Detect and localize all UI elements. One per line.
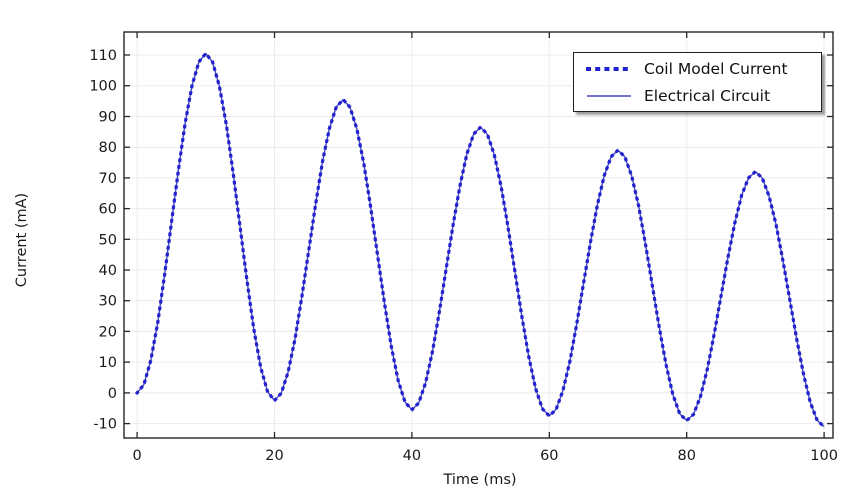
x-tick-label: 80: [677, 448, 695, 464]
y-tick-label: 110: [89, 48, 117, 64]
x-tick-label: 100: [810, 448, 838, 464]
x-axis-title: Time (ms): [442, 472, 516, 488]
legend: Coil Model Current Electrical Circuit: [573, 52, 822, 112]
legend-label-coil-model-current: Coil Model Current: [644, 59, 788, 78]
y-tick-label: 20: [99, 324, 117, 340]
legend-label-electrical-circuit: Electrical Circuit: [644, 86, 771, 105]
y-tick-label: 50: [99, 232, 117, 248]
y-tick-label: 30: [99, 294, 117, 310]
x-tick-label: 0: [132, 448, 141, 464]
gridlines: [124, 32, 833, 438]
y-axis-title: Current (mA): [14, 193, 30, 287]
legend-entry-coil-model-current: Coil Model Current: [574, 55, 821, 82]
y-tick-label: 100: [89, 79, 117, 95]
y-tick-label: 80: [99, 140, 117, 156]
axis-tick-labels: 0 20 40 60 80 100 -10 0 10 20 30 40 50 60 70 80 90 100 110: [89, 48, 838, 464]
series-coil-model-current: [134, 51, 827, 429]
legend-entry-electrical-circuit: Electrical Circuit: [574, 82, 821, 109]
axis-ticks: [124, 32, 833, 438]
series-lines: [134, 51, 827, 429]
x-tick-label: 40: [403, 448, 421, 464]
plot-frame: [123, 31, 834, 439]
y-tick-label: 10: [99, 355, 117, 371]
y-tick-label: 70: [99, 171, 117, 187]
y-tick-label: 40: [99, 263, 117, 279]
y-tick-label: -10: [93, 417, 117, 433]
dotted-line-sample-icon: [586, 66, 632, 71]
y-tick-label: 90: [99, 110, 117, 126]
x-tick-label: 60: [540, 448, 558, 464]
y-tick-label: 60: [99, 202, 117, 218]
y-tick-label: 0: [108, 386, 117, 402]
x-tick-label: 20: [265, 448, 283, 464]
solid-line-sample-icon: [587, 94, 631, 97]
